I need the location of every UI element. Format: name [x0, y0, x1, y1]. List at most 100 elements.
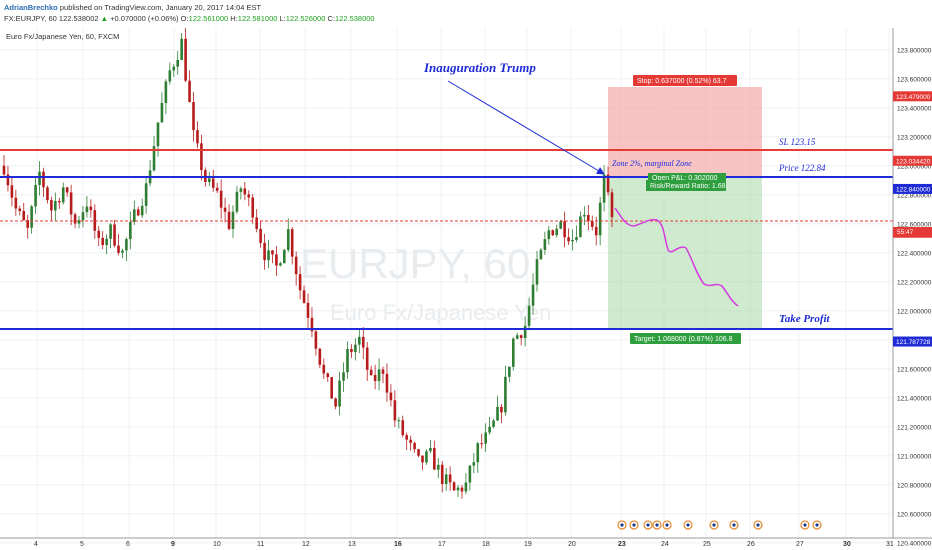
time-axis: 4 5 6 9 10 11 12 13 16 17 18 19 20 23 24 25 26 27 30 31 [0, 537, 932, 548]
candle-body [184, 38, 187, 81]
candle-body [310, 317, 314, 332]
candle-body [81, 212, 85, 221]
chart-header: AdrianBrechko published on TradingView.c… [0, 0, 932, 28]
candle-body [275, 254, 278, 266]
candle-body [476, 443, 480, 463]
price-tick-label: 120.800000 [897, 482, 932, 489]
candle-body [97, 230, 101, 238]
candle-body [2, 165, 6, 175]
candle-body [500, 406, 503, 413]
candle-body [389, 392, 393, 401]
price-tick-label: 121.000000 [897, 453, 932, 460]
candle-body [306, 302, 310, 318]
candle-body [405, 435, 409, 440]
sl-label[interactable]: SL 123.15 [779, 137, 816, 147]
candle-body [373, 374, 377, 382]
rr-label-box [646, 180, 726, 191]
open-pnl-box [648, 173, 726, 182]
candle-body [472, 462, 476, 466]
candle-body [176, 59, 180, 67]
high-label: H: [230, 14, 238, 23]
take-profit-label[interactable]: Take Profit [779, 313, 831, 325]
candle-body [460, 487, 464, 492]
event-markers[interactable] [617, 520, 822, 530]
time-tick-label: 31 [886, 541, 894, 548]
economic-event-dot [815, 523, 819, 527]
candle-body [188, 80, 191, 103]
candle-body [440, 464, 444, 484]
candle-body [22, 210, 26, 221]
price-axis: 123.800000 123.600000 123.400000 123.200000… [892, 28, 932, 547]
time-tick-label: 11 [257, 541, 264, 548]
candle-body [563, 221, 566, 238]
candle-body [555, 228, 559, 236]
price-tick-label: 122.400000 [897, 250, 932, 257]
candle-body [488, 426, 491, 433]
price-tick-label: 123.800000 [897, 47, 932, 54]
time-tick-label: 6 [126, 541, 130, 548]
candle-body [129, 221, 132, 240]
candle-body [590, 220, 594, 227]
candle-body [519, 335, 523, 339]
candle-body [132, 209, 136, 222]
candle-body [551, 230, 555, 236]
time-tick-label: 25 [703, 541, 711, 548]
candle-body [318, 348, 322, 365]
price-chart[interactable]: EURJPY, 60 Euro Fx/Japanese Yen Stop: 0.… [0, 28, 932, 550]
candle-body [361, 336, 365, 348]
open-pnl-label: Open P&L: 0.302000 [652, 175, 717, 182]
price-label[interactable]: Price 122.84 [778, 163, 826, 173]
candle-body [515, 335, 519, 339]
price-tick-label: 121.400000 [897, 395, 932, 402]
projection-path[interactable] [614, 207, 739, 307]
candle-body [543, 239, 547, 250]
candle-body [69, 192, 73, 215]
inauguration-label[interactable]: Inauguration Trump [423, 60, 536, 75]
time-tick-label: 17 [438, 541, 446, 548]
economic-event-dot [756, 523, 760, 527]
candle-body [298, 274, 302, 291]
candle-body [152, 146, 156, 171]
candle-body [429, 447, 432, 452]
candle-body [492, 420, 495, 427]
price-tag [893, 91, 932, 102]
author-name[interactable]: AdrianBrechko [4, 3, 58, 12]
price-tick-label: 122.200000 [897, 279, 932, 286]
candle-body [527, 305, 531, 326]
time-tick-label: 20 [568, 541, 576, 548]
time-tick-label: 24 [661, 541, 669, 548]
economic-event-dot [712, 523, 716, 527]
candle-body [385, 373, 389, 393]
candle-body [346, 349, 349, 373]
price-tick-label: 123.200000 [897, 134, 932, 141]
candle-body [444, 474, 448, 484]
target-zone[interactable] [608, 177, 762, 329]
candle-body [243, 188, 247, 195]
zone-label[interactable]: Zone 2%, marginal Zone [612, 159, 692, 168]
time-tick-label: 23 [618, 541, 626, 548]
price-tag [893, 155, 932, 166]
stop-zone[interactable] [608, 87, 762, 177]
candle-body [468, 465, 472, 483]
price-tick-label: 120.400000 [897, 540, 932, 547]
candle-body [436, 464, 440, 470]
low-label: L: [279, 14, 286, 23]
annotation-arrow[interactable] [447, 80, 605, 175]
candle-body [14, 197, 18, 209]
candle-body [413, 442, 416, 450]
price-tag-label: 122.840000 [896, 186, 931, 193]
candle-body [547, 230, 551, 240]
candle-body [247, 194, 251, 198]
candle-body [30, 206, 33, 228]
candle-body [330, 377, 333, 399]
candle-body [279, 263, 282, 266]
high-value: 122.581000 [237, 14, 278, 23]
candle-body [223, 207, 227, 212]
candle-body [452, 482, 456, 491]
candle-body [334, 398, 337, 407]
candle-body [156, 122, 160, 147]
candle-body [484, 432, 487, 444]
candle-body [34, 184, 37, 207]
candle-body [172, 66, 176, 71]
last-price: 122.538002 [58, 14, 99, 23]
